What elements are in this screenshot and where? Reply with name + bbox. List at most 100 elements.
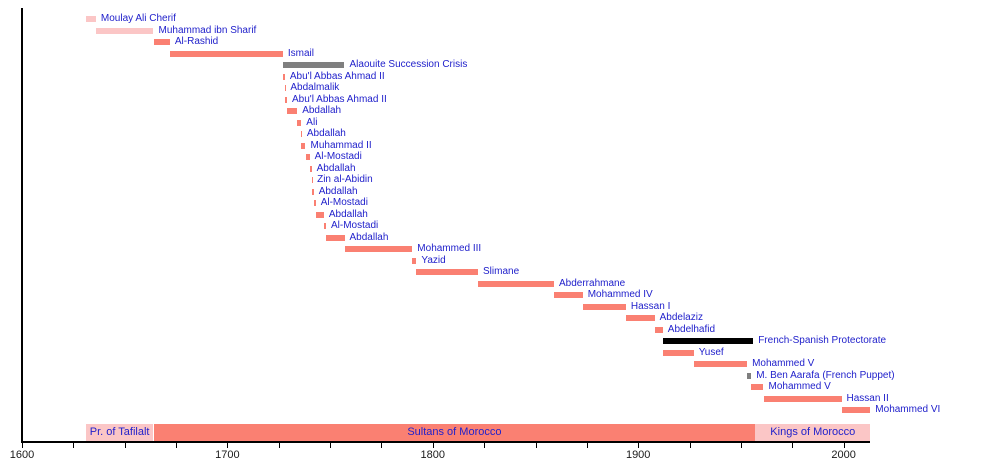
- timeline-bar: [297, 119, 302, 126]
- ruler-label: Mohammed V: [752, 358, 815, 369]
- timeline-bar: [85, 16, 96, 22]
- timeline-bar: [554, 292, 583, 298]
- ruler-label: Moulay Ali Cherif: [100, 13, 176, 24]
- ruler-label: Slimane: [483, 266, 520, 277]
- timeline-bar: [763, 395, 842, 402]
- timeline-bar: [305, 154, 310, 160]
- timeline-bar: [301, 142, 306, 149]
- timeline-bar: [323, 223, 326, 229]
- era-band: [755, 424, 871, 441]
- axis-tick-label: 1600: [9, 449, 35, 461]
- timeline-bar: [582, 303, 626, 310]
- ruler-label: Hassan I: [630, 300, 671, 312]
- ruler-label: Mohammed IV: [587, 289, 653, 300]
- axis-tick-label: 2000: [831, 449, 856, 461]
- timeline-bar: [344, 246, 413, 252]
- axis-tick-label: 1900: [625, 449, 651, 461]
- y-axis-line: [21, 8, 23, 443]
- ruler-label: Abderrahmane: [559, 277, 626, 289]
- axis-tick: [689, 442, 691, 448]
- timeline-bar: [169, 50, 283, 57]
- ruler-label: Abdallah: [306, 128, 346, 139]
- ruler-label: Abdallah: [328, 208, 368, 220]
- ruler-label: M. Ben Aarafa (French Puppet): [756, 369, 895, 381]
- ruler-label: Al-Mostadi: [314, 151, 362, 162]
- ruler-label: Abdallah: [302, 105, 342, 116]
- ruler-label: Mohammed V: [768, 381, 831, 392]
- ruler-label: Abdalmalik: [290, 82, 340, 93]
- axis-tick: [484, 442, 486, 448]
- x-axis-line: [21, 441, 871, 443]
- axis-tick-label: 1800: [420, 449, 446, 461]
- era-label: Sultans of Morocco: [407, 426, 502, 438]
- ruler-label: Al-Mostadi: [331, 220, 379, 231]
- ruler-label: Abu'l Abbas Ahmad II: [289, 70, 385, 82]
- era-band: [153, 424, 756, 441]
- timeline-bar: [309, 165, 312, 172]
- timeline-bar: [313, 200, 316, 206]
- timeline-bar: [416, 269, 478, 275]
- timeline-bar: [284, 96, 287, 103]
- ruler-label: Abdallah: [316, 162, 356, 174]
- timeline-bar: [311, 177, 313, 183]
- timeline-bar: [662, 338, 754, 344]
- axis-tick: [432, 442, 434, 448]
- timeline-bar: [693, 361, 748, 367]
- timeline-bar: [282, 62, 345, 68]
- ruler-label: Mohammed III: [417, 243, 482, 254]
- ruler-label: Alaouite Succession Crisis: [349, 59, 468, 70]
- ruler-label: Abu'l Abbas Ahmad II: [292, 93, 387, 105]
- ruler-label: Yazid: [421, 254, 446, 266]
- timeline-bar: [282, 73, 285, 80]
- timeline-bar: [284, 85, 286, 91]
- ruler-label: Muhammad ibn Sharif: [158, 24, 257, 36]
- timeline-bar: [315, 211, 324, 218]
- era-label: Pr. of Tafilalt: [89, 426, 150, 438]
- timeline-bar: [326, 234, 345, 241]
- timeline-bar: [95, 27, 154, 34]
- timeline-bar: [625, 315, 655, 321]
- timeline-bar: [654, 326, 663, 333]
- ruler-label: Muhammad II: [310, 139, 372, 151]
- axis-tick: [278, 442, 280, 448]
- ruler-label: Hassan II: [846, 392, 889, 404]
- timeline-bar: [412, 257, 417, 264]
- axis-tick: [740, 442, 742, 448]
- axis-tick: [124, 442, 126, 448]
- ruler-label: Ali: [306, 116, 318, 128]
- ruler-label: Abdallah: [318, 185, 358, 197]
- axis-tick: [638, 442, 640, 448]
- axis-tick: [843, 442, 845, 448]
- axis-tick: [535, 442, 537, 448]
- ruler-label: Abdallah: [349, 231, 389, 243]
- timeline-bar: [478, 280, 554, 287]
- ruler-label: Yusef: [698, 346, 724, 358]
- axis-tick: [381, 442, 383, 448]
- timeline-bar: [747, 372, 752, 379]
- era-band: [85, 424, 154, 441]
- ruler-label: Zin al-Abidin: [317, 174, 373, 185]
- ruler-label: Mohammed VI: [875, 404, 941, 415]
- timeline-bar: [301, 131, 303, 137]
- axis-tick: [586, 442, 588, 448]
- axis-tick: [22, 442, 23, 448]
- axis-tick-label: 1700: [215, 449, 240, 461]
- ruler-label: Al-Rashid: [174, 36, 219, 47]
- ruler-label: French-Spanish Protectorate: [758, 335, 887, 346]
- timeline-bar: [287, 108, 298, 114]
- axis-tick: [227, 442, 229, 448]
- timeline-bar: [751, 384, 764, 390]
- axis-tick: [73, 442, 75, 448]
- axis-tick: [792, 442, 794, 448]
- ruler-label: Abdelaziz: [659, 312, 703, 323]
- ruler-label: Ismail: [287, 47, 315, 59]
- ruler-label: Abdelhafid: [667, 323, 716, 335]
- axis-tick: [176, 442, 177, 448]
- ruler-label: Al-Mostadi: [320, 197, 368, 208]
- timeline-bar: [311, 188, 314, 195]
- timeline-bar: [841, 407, 871, 413]
- era-label: Kings of Morocco: [770, 426, 856, 438]
- timeline-bar: [153, 39, 170, 45]
- timeline-bar: [662, 349, 694, 356]
